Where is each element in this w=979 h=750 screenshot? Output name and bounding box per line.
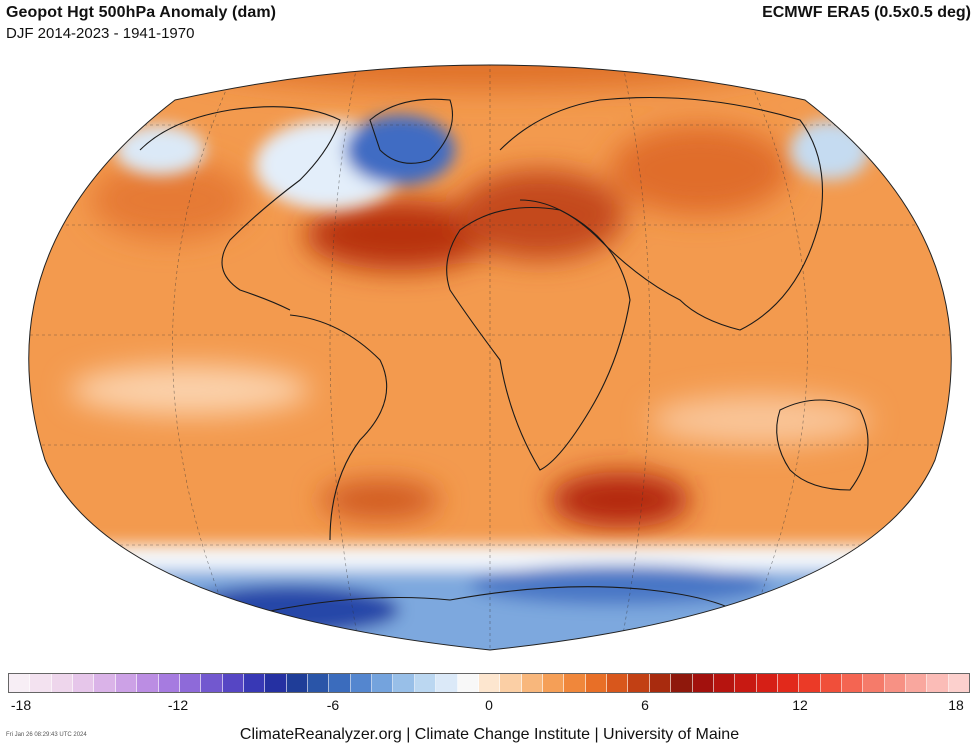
map-period: DJF 2014-2023 - 1941-1970 [6,25,195,42]
colorbar-swatch [671,674,693,692]
tick-label: 6 [641,697,649,713]
timestamp: Fri Jan 26 08:29:43 UTC 2024 [6,732,87,738]
colorbar-swatch [137,674,159,692]
colorbar-swatch [243,674,266,692]
colorbar-swatch [115,674,138,692]
colorbar-swatch [863,674,885,692]
colorbar-swatch [9,674,31,692]
colorbar-swatch [500,674,522,692]
colorbar-swatch [521,674,543,692]
colorbar-swatch [51,674,74,692]
credit-line: ClimateReanalyzer.org | Climate Change I… [239,726,740,743]
colorbar-swatch [884,674,907,692]
colorbar-swatch [607,674,629,692]
colorbar-swatch [286,674,309,692]
colorbar-swatch [393,674,415,692]
colorbar-swatch [329,674,351,692]
tick-label: -6 [326,697,340,713]
colorbar-swatch [478,674,501,692]
tick-label: 18 [948,697,964,713]
colorbar-swatch [756,674,778,692]
colorbar-swatch [73,674,95,692]
colorbar-swatch [948,674,970,692]
coastlines [139,96,869,631]
dataset-label: ECMWF ERA5 (0.5x0.5 deg) [762,4,971,21]
colorbar-swatch [628,674,650,692]
colorbar [8,673,970,693]
colorbar-swatch [564,674,586,692]
tick-label: 0 [485,697,493,713]
colorbar-swatch [30,674,52,692]
map-title: Geopot Hgt 500hPa Anomaly (dam) [6,4,277,21]
colorbar-swatch [906,674,928,692]
colorbar-swatch [649,674,672,692]
tick-label: -18 [10,697,32,713]
colorbar-swatch [842,674,864,692]
tick-label: -12 [167,697,189,713]
colorbar-swatch [542,674,565,692]
globe-outline [28,64,952,651]
colorbar-swatch [201,674,223,692]
anomaly-field [28,65,952,650]
colorbar-swatch [94,674,116,692]
colorbar-swatch [158,674,180,692]
colorbar-swatch [414,674,437,692]
colorbar-swatch [713,674,736,692]
colorbar-swatch [735,674,757,692]
colorbar-swatch [457,674,479,692]
colorbar-swatch [692,674,714,692]
colorbar-swatch [265,674,287,692]
tick-label: 12 [792,697,808,713]
colorbar-swatch [372,674,394,692]
colorbar-swatch [436,674,458,692]
colorbar-swatch [350,674,373,692]
colorbar-swatch [777,674,800,692]
colorbar-swatch [308,674,330,692]
colorbar-swatch [927,674,949,692]
colorbar-swatch [585,674,608,692]
colorbar-swatch [820,674,843,692]
anomaly-map [28,64,952,651]
colorbar-swatch [222,674,244,692]
colorbar-swatch [799,674,821,692]
colorbar-swatch [179,674,202,692]
